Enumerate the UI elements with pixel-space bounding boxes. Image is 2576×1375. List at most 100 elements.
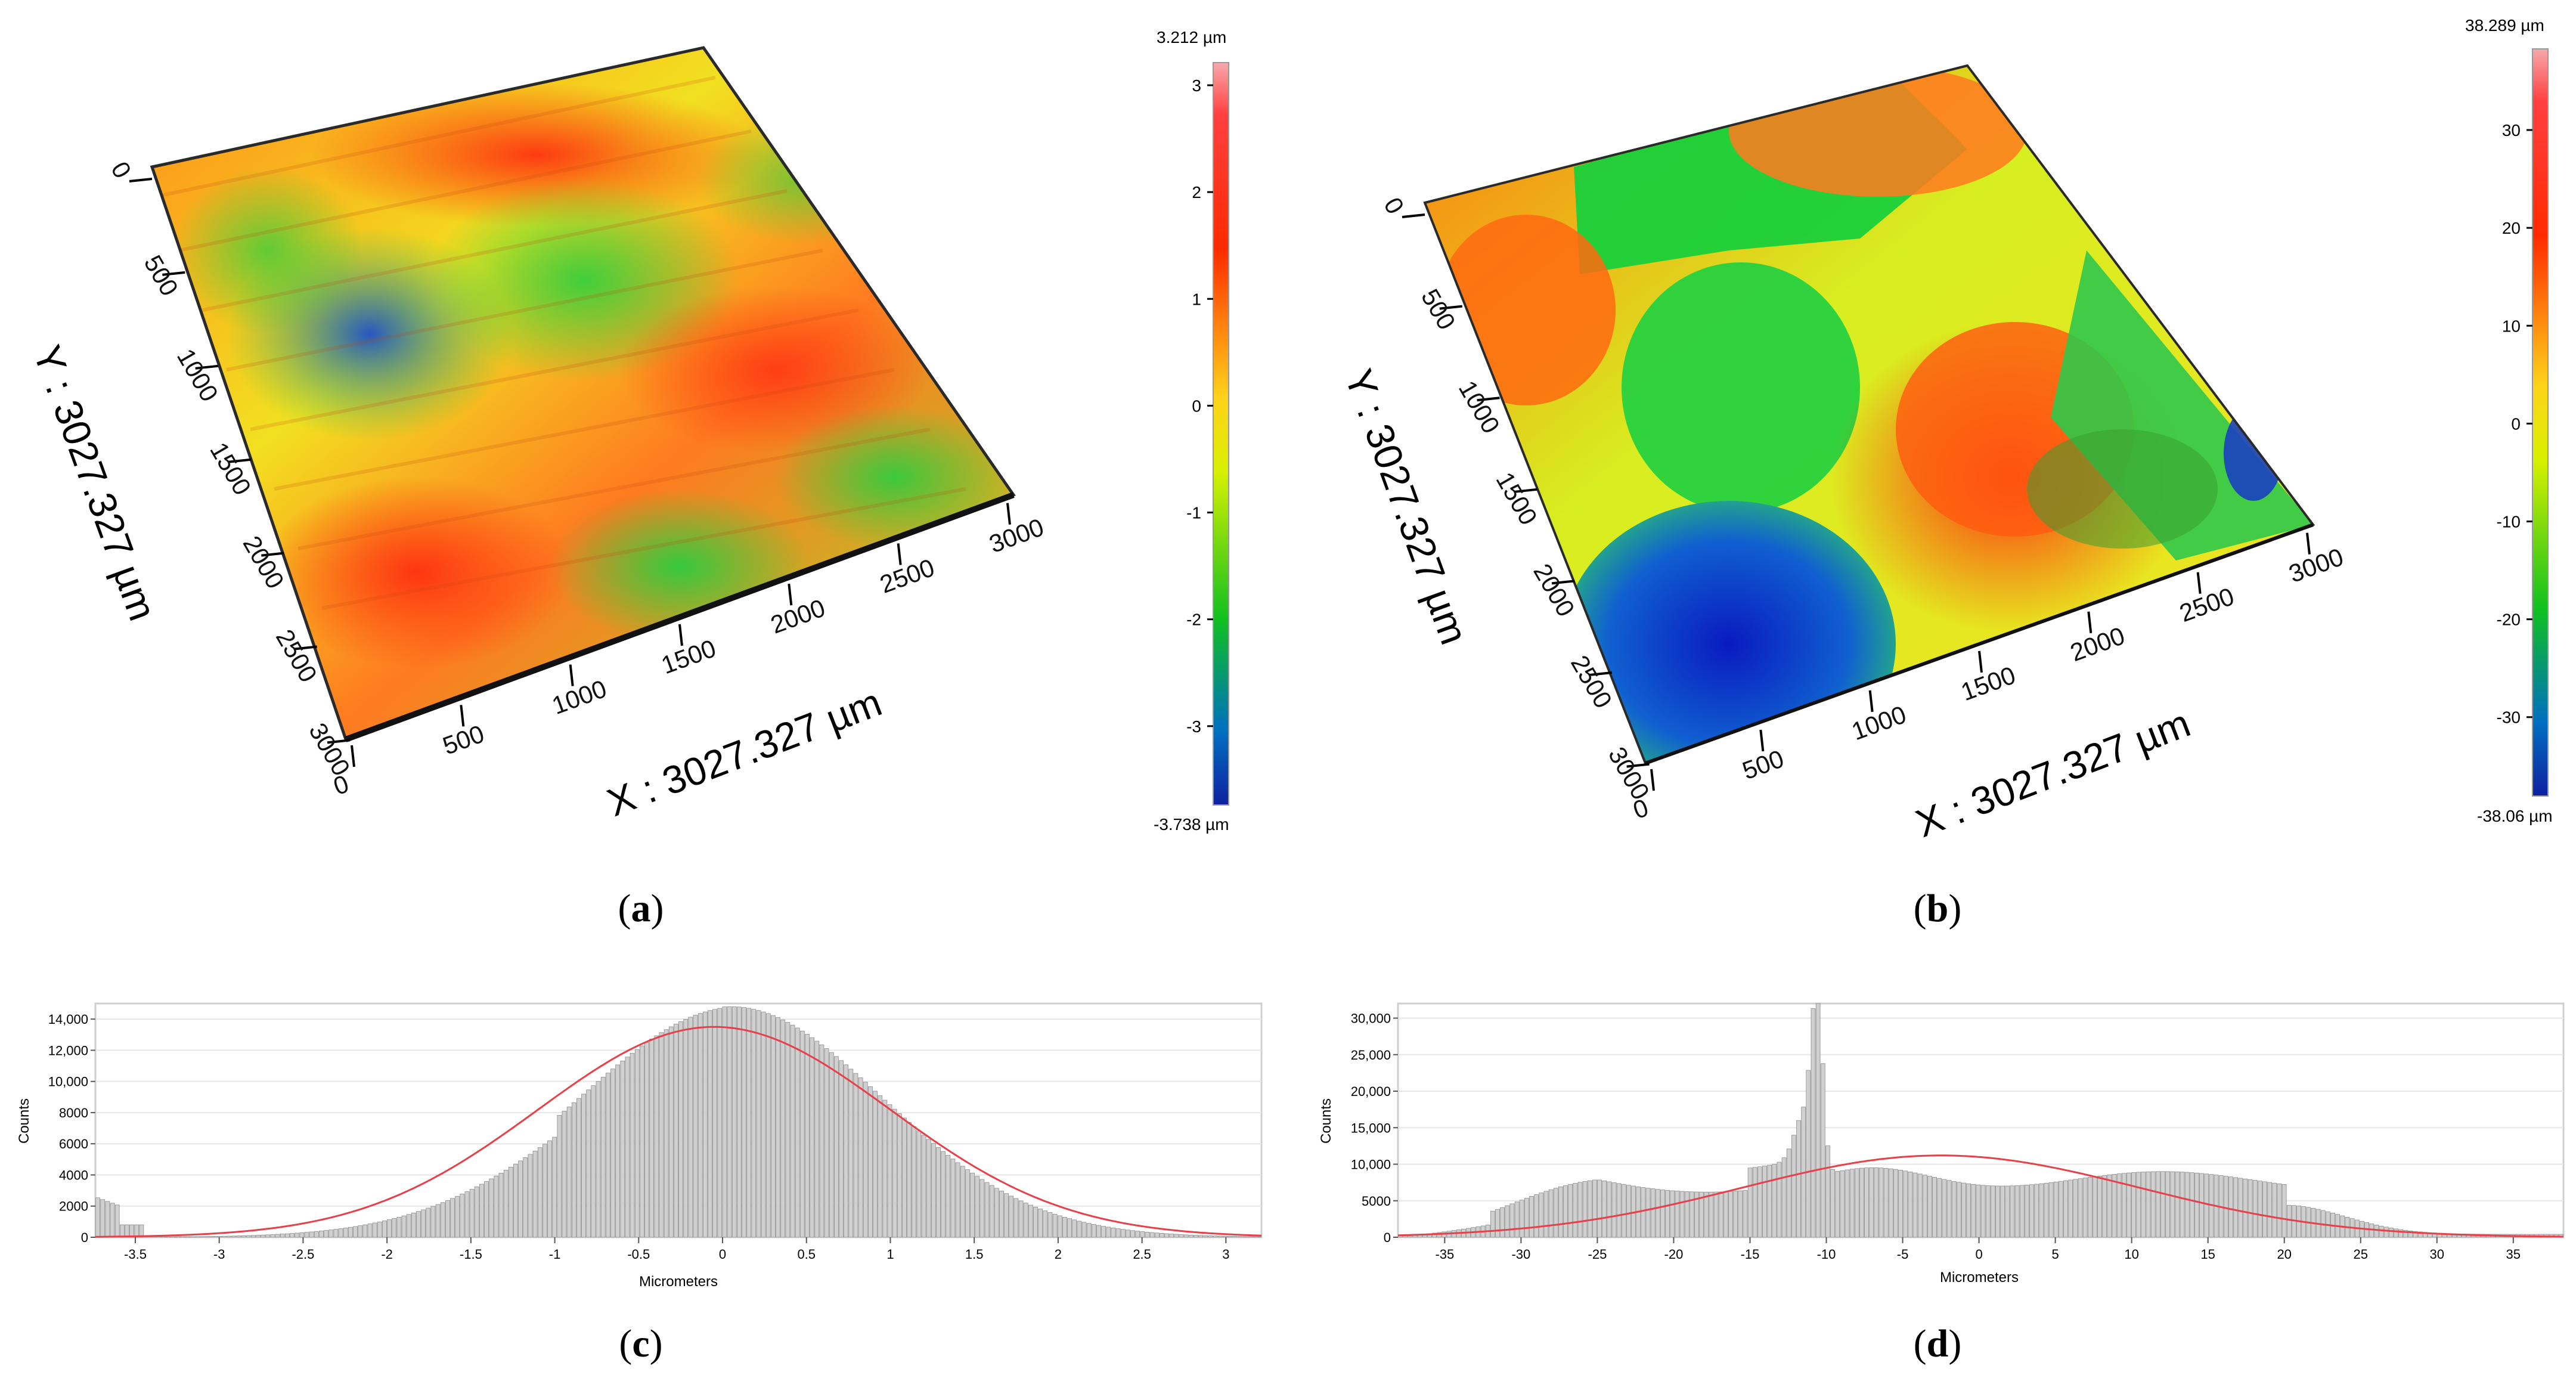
panel-d-bar xyxy=(2087,1177,2093,1238)
panel-d-bar xyxy=(1577,1182,1583,1238)
panel-c-bar xyxy=(241,1235,246,1238)
panel-d-y-tick-label: 30,000 xyxy=(1351,1011,1391,1026)
panel-d-bar xyxy=(2078,1178,2083,1238)
panel-b-y-tick-mark xyxy=(1439,305,1462,310)
panel-d-bar xyxy=(2005,1185,2010,1238)
panel-b-colorbar-tick-label: -30 xyxy=(2497,708,2521,727)
panel-d-bar xyxy=(1859,1167,1864,1238)
panel-c-x-tick-label: 2 xyxy=(1055,1247,1062,1262)
panel-d-bar xyxy=(2063,1180,2068,1238)
panel-c-bar xyxy=(863,1082,868,1238)
panel-c-bar xyxy=(805,1034,810,1238)
panel-d-bar xyxy=(2379,1225,2384,1238)
panel-c-bar xyxy=(543,1144,547,1238)
panel-d-bar xyxy=(1864,1167,1869,1238)
panel-c-bar xyxy=(372,1222,377,1238)
panel-c-bar xyxy=(445,1200,450,1238)
panel-c-bar xyxy=(250,1235,256,1238)
panel-d-bar xyxy=(2121,1173,2126,1238)
panel-a-colorbar-tick-label: -1 xyxy=(1186,504,1201,522)
panel-c-x-tick-label: 2.5 xyxy=(1133,1247,1151,1262)
panel-a-y-tick-mark xyxy=(294,645,317,651)
panel-c-bar xyxy=(902,1117,907,1238)
panel-c-bar xyxy=(328,1230,334,1238)
panel-b-x-tick-label: 1000 xyxy=(1848,700,1910,745)
panel-d-bar xyxy=(2019,1185,2025,1238)
panel-d-bar xyxy=(1922,1175,1927,1238)
panel-c-bar xyxy=(348,1227,353,1238)
panel-d-bar xyxy=(1917,1173,1923,1238)
panel-c-x-tick-label: 0.5 xyxy=(797,1247,816,1262)
panel-a-x-tick-mark xyxy=(460,705,465,727)
panel-c-bar xyxy=(430,1206,436,1238)
panel-d-bar xyxy=(1956,1182,1961,1238)
panel-d-bar xyxy=(2025,1185,2029,1238)
panel-d-bar xyxy=(1592,1179,1597,1238)
panel-a-caption: (a) xyxy=(618,887,664,930)
panel-d-bar xyxy=(2194,1172,2199,1238)
panel-d-bar xyxy=(1903,1170,1908,1238)
panel-c-bar xyxy=(630,1052,635,1238)
panel-d-bar xyxy=(2258,1181,2262,1238)
panel-c-bar xyxy=(396,1216,402,1238)
panel-d-bar xyxy=(1675,1191,1680,1238)
panel-d-bar xyxy=(1849,1169,1855,1238)
panel-c-bar xyxy=(406,1214,411,1238)
panel-d-bar xyxy=(1573,1183,1578,1238)
panel-d-x-tick-label: 5 xyxy=(2051,1247,2059,1262)
panel-c-y-label: Counts xyxy=(16,1098,32,1144)
panel-d-bar xyxy=(1912,1172,1918,1238)
panel-c-bar xyxy=(1111,1227,1116,1238)
panel-c-bar xyxy=(222,1235,227,1238)
panel-a-x-tick-label: 0 xyxy=(330,769,352,800)
panel-c-bar xyxy=(532,1150,538,1238)
panel-a-colorbar-tick-label: 1 xyxy=(1192,290,1201,308)
panel-b-y-tick-mark xyxy=(1402,213,1425,218)
panel-b-x-tick-label: 1500 xyxy=(1957,661,2019,706)
panel-c-bar xyxy=(275,1234,280,1238)
panel-d-bar xyxy=(2281,1184,2287,1238)
panel-d-bar xyxy=(2374,1225,2379,1238)
panel-d-bar xyxy=(1543,1191,1549,1238)
panel-d-y-tick-label: 20,000 xyxy=(1351,1084,1391,1099)
panel-d-bar xyxy=(1815,1003,1821,1238)
panel-c-bar xyxy=(950,1159,956,1238)
panel-d-bar xyxy=(1490,1210,1495,1238)
panel-d-bar xyxy=(1772,1163,1777,1238)
panel-a-x-tick-mark xyxy=(897,543,902,565)
panel-c-bar xyxy=(333,1229,339,1238)
panel-c-bar xyxy=(912,1126,917,1238)
panel-c-bar xyxy=(362,1224,368,1238)
panel-c-x-tick-label: -0.5 xyxy=(627,1247,650,1262)
panel-b-x-tick-label: 3000 xyxy=(2285,543,2347,588)
panel-b-colorbar xyxy=(2532,48,2549,797)
panel-a-x-tick-label: 2000 xyxy=(767,593,829,639)
panel-c-bar xyxy=(975,1176,980,1238)
panel-d-bar xyxy=(1966,1183,1971,1238)
panel-c-bar xyxy=(610,1069,615,1238)
panel-d-bar xyxy=(1558,1186,1563,1238)
panel-c-bar xyxy=(756,1010,761,1238)
panel-d-bar xyxy=(1432,1232,1437,1238)
panel-c-bar xyxy=(873,1091,878,1238)
panel-c-bar xyxy=(751,1009,757,1238)
panel-d-bar xyxy=(2272,1182,2277,1238)
panel-c-bar xyxy=(1179,1234,1184,1238)
panel-b-caption: (b) xyxy=(1914,887,1962,930)
panel-d-bar xyxy=(1733,1191,1738,1238)
panel-c-bar xyxy=(664,1029,669,1238)
panel-d-bar xyxy=(1781,1157,1787,1238)
panel-c-bar xyxy=(1072,1219,1077,1238)
panel-c-bar xyxy=(1004,1193,1009,1238)
panel-c-bar xyxy=(702,1011,708,1238)
panel-b-x-tick-mark xyxy=(2087,611,2093,633)
panel-c-bar xyxy=(314,1231,319,1238)
panel-c-bar xyxy=(299,1232,305,1238)
panel-c-bar xyxy=(552,1136,557,1238)
panel-c-bar xyxy=(824,1048,829,1238)
panel-c-bar xyxy=(776,1017,780,1238)
panel-d-bar xyxy=(1553,1188,1558,1238)
panel-c-bar xyxy=(421,1209,426,1238)
